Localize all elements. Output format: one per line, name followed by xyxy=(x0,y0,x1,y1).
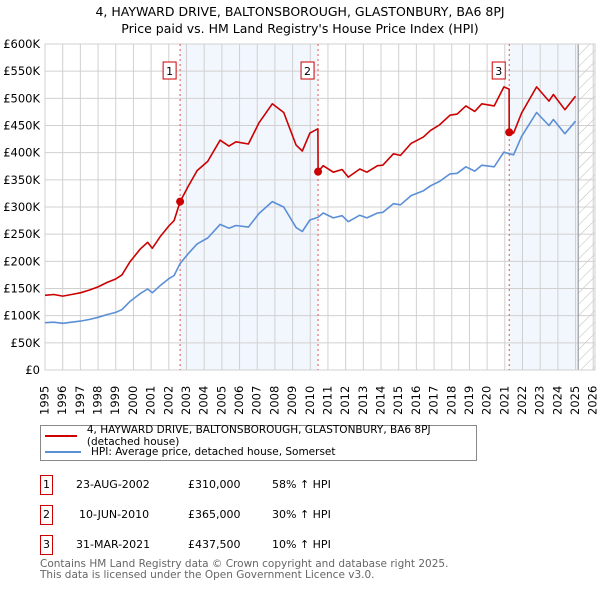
x-tick-label: 2012 xyxy=(338,386,352,415)
y-tick-label: £0 xyxy=(25,363,40,377)
y-tick-label: £150K xyxy=(3,282,40,296)
y-tick-label: £250K xyxy=(3,227,40,241)
x-tick-label: 2023 xyxy=(533,386,547,415)
x-tick-label: 2016 xyxy=(409,386,423,415)
x-tick-label: 2026 xyxy=(586,386,600,415)
x-tick-label: 2020 xyxy=(480,386,494,415)
sale-date: 10-JUN-2010 xyxy=(79,508,150,521)
x-tick-label: 2019 xyxy=(462,386,476,415)
sale-point xyxy=(505,128,514,137)
sale-point xyxy=(176,197,185,206)
x-tick-label: 1996 xyxy=(55,386,69,415)
sale-date: 31-MAR-2021 xyxy=(76,538,151,551)
y-tick-label: £100K xyxy=(3,309,40,323)
y-tick-label: £500K xyxy=(3,91,40,105)
x-tick-label: 2006 xyxy=(232,386,246,415)
x-tick-label: 2014 xyxy=(374,386,388,415)
x-tick-label: 2009 xyxy=(285,386,299,415)
sale-label-number: 1 xyxy=(166,65,173,78)
x-tick-label: 2022 xyxy=(515,386,529,415)
x-tick-label: 1997 xyxy=(73,386,87,415)
legend-label-property: 4, HAYWARD DRIVE, BALTONSBOROUGH, GLASTO… xyxy=(86,424,431,448)
x-tick-label: 1998 xyxy=(91,386,105,415)
price-chart: 4, HAYWARD DRIVE, BALTONSBOROUGH, GLASTO… xyxy=(3,4,600,415)
footer: Contains HM Land Registry data © Crown c… xyxy=(40,559,448,581)
x-tick-label: 2015 xyxy=(391,386,405,415)
sale-label-number: 3 xyxy=(495,65,502,78)
legend-item-property: 4, HAYWARD DRIVE, BALTONSBOROUGH, GLASTO… xyxy=(45,424,476,448)
sale-price: £437,500 xyxy=(188,538,241,551)
legend-swatch-blue xyxy=(45,451,81,453)
y-tick-label: £400K xyxy=(3,146,40,160)
chart-subtitle: Price paid vs. HM Land Registry's House … xyxy=(121,21,478,36)
property-series-line xyxy=(44,86,577,297)
sale-label-box xyxy=(162,61,177,80)
sale-point xyxy=(314,167,323,176)
x-tick-label: 2017 xyxy=(427,386,441,415)
x-tick-label: 2005 xyxy=(214,386,228,415)
sale-marker-badge: 2 xyxy=(40,505,53,525)
y-tick-label: £300K xyxy=(3,200,40,214)
x-tick-label: 2021 xyxy=(497,386,511,415)
legend-item-hpi: HPI: Average price, detached house, Some… xyxy=(45,445,336,459)
sale-hpi-diff: 10% ↑ HPI xyxy=(272,538,331,551)
legend-swatch-red xyxy=(45,435,77,437)
x-tick-label: 2011 xyxy=(320,386,334,415)
sale-date: 23-AUG-2002 xyxy=(76,478,150,491)
sale-hpi-diff: 58% ↑ HPI xyxy=(272,478,331,491)
sale-price: £365,000 xyxy=(188,508,241,521)
footer-licence: This data is licensed under the Open Gov… xyxy=(40,569,375,581)
y-tick-label: £350K xyxy=(3,173,40,187)
x-tick-label: 2024 xyxy=(550,386,564,415)
x-tick-label: 1995 xyxy=(38,386,52,415)
y-tick-label: £600K xyxy=(3,37,40,51)
x-tick-label: 2000 xyxy=(126,386,140,415)
y-tick-label: £200K xyxy=(3,254,40,268)
x-tick-label: 2008 xyxy=(267,386,281,415)
hpi-series-line xyxy=(44,111,577,325)
sale-marker-badge: 1 xyxy=(40,475,53,495)
chart-title: 4, HAYWARD DRIVE, BALTONSBOROUGH, GLASTO… xyxy=(95,4,504,19)
x-tick-label: 2002 xyxy=(161,386,175,415)
sale-marker-badge: 3 xyxy=(40,535,53,555)
sale-hpi-diff: 30% ↑ HPI xyxy=(272,508,331,521)
x-tick-label: 2025 xyxy=(568,386,582,415)
y-tick-label: £550K xyxy=(3,64,40,78)
y-tick-label: £450K xyxy=(3,119,40,133)
plot-border xyxy=(44,43,596,371)
x-tick-label: 2018 xyxy=(444,386,458,415)
sale-label-box xyxy=(300,61,315,80)
footer-copyright: Contains HM Land Registry data © Crown c… xyxy=(40,558,449,570)
x-tick-label: 2003 xyxy=(179,386,193,415)
legend: 4, HAYWARD DRIVE, BALTONSBOROUGH, GLASTO… xyxy=(40,424,477,461)
sale-label-box xyxy=(491,61,506,80)
x-tick-label: 2004 xyxy=(197,386,211,415)
sale-label-number: 2 xyxy=(304,65,311,78)
x-tick-label: 2007 xyxy=(250,386,264,415)
x-tick-label: 2013 xyxy=(356,386,370,415)
sale-price: £310,000 xyxy=(188,478,241,491)
y-tick-label: £50K xyxy=(11,336,41,350)
x-tick-label: 2001 xyxy=(144,386,158,415)
legend-label-hpi: HPI: Average price, detached house, Some… xyxy=(91,446,336,458)
x-tick-label: 2010 xyxy=(303,386,317,415)
x-tick-label: 1999 xyxy=(108,386,122,415)
